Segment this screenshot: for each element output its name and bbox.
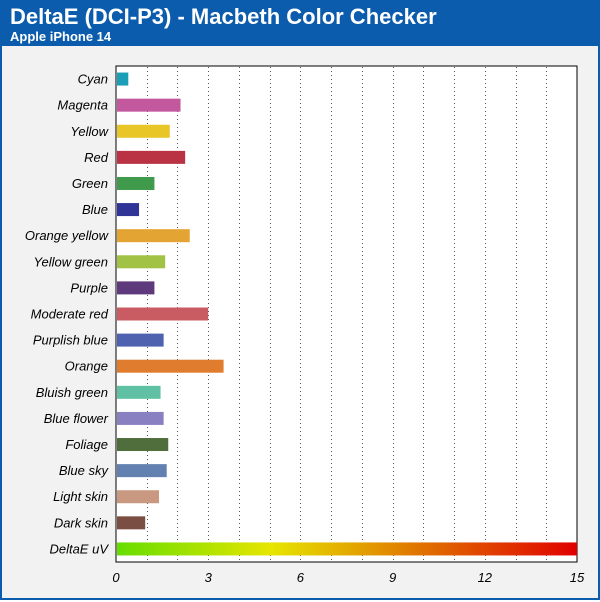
category-label: Cyan (78, 72, 108, 87)
category-labels: Cyan Magenta Yellow Red Green Blue Orange yell… (25, 72, 110, 557)
x-tick-label: 12 (478, 570, 493, 585)
category-label: Dark skin (54, 515, 108, 530)
category-label: Yellow (70, 124, 109, 139)
bar (117, 124, 170, 138)
bar (117, 150, 186, 164)
bar (117, 255, 166, 269)
x-tick-label: 15 (570, 570, 585, 585)
category-label: Orange (65, 359, 108, 374)
bar (117, 333, 164, 347)
bar (117, 98, 181, 112)
tick-labels: 0 3 6 9 12 15 (112, 570, 585, 585)
bar (117, 516, 146, 530)
bar (117, 385, 161, 399)
category-label: Purple (70, 280, 108, 295)
category-label: Blue (82, 202, 108, 217)
bar (117, 490, 160, 504)
bar (117, 542, 577, 556)
category-label: Purplish blue (33, 333, 108, 348)
bar (117, 229, 190, 243)
bar (117, 176, 155, 190)
category-label: Green (72, 176, 108, 191)
chart-subtitle: Apple iPhone 14 (10, 29, 112, 44)
category-label: Red (84, 150, 109, 165)
bar (117, 72, 129, 86)
chart-header: DeltaE (DCI-P3) - Macbeth Color Checker … (2, 2, 598, 46)
bar (117, 411, 164, 425)
category-label: Yellow green (34, 254, 108, 269)
bar (117, 307, 209, 321)
category-label: Light skin (53, 489, 108, 504)
bar (117, 281, 155, 295)
bar (117, 438, 169, 452)
x-tick-label: 3 (205, 570, 213, 585)
bar (117, 464, 167, 478)
category-label: Foliage (65, 437, 108, 452)
category-label: Bluish green (36, 385, 108, 400)
category-label: Blue sky (59, 463, 110, 478)
x-tick-label: 0 (112, 570, 120, 585)
bar (117, 359, 224, 373)
x-tick-label: 6 (297, 570, 305, 585)
category-label: Orange yellow (25, 228, 110, 243)
x-tick-label: 9 (389, 570, 396, 585)
category-label: DeltaE uV (49, 541, 109, 556)
bar (117, 203, 140, 217)
category-label: Magenta (57, 98, 108, 113)
category-label: Moderate red (31, 307, 109, 322)
category-label: Blue flower (44, 411, 109, 426)
chart-title: DeltaE (DCI-P3) - Macbeth Color Checker (10, 4, 437, 29)
bars (117, 72, 577, 556)
